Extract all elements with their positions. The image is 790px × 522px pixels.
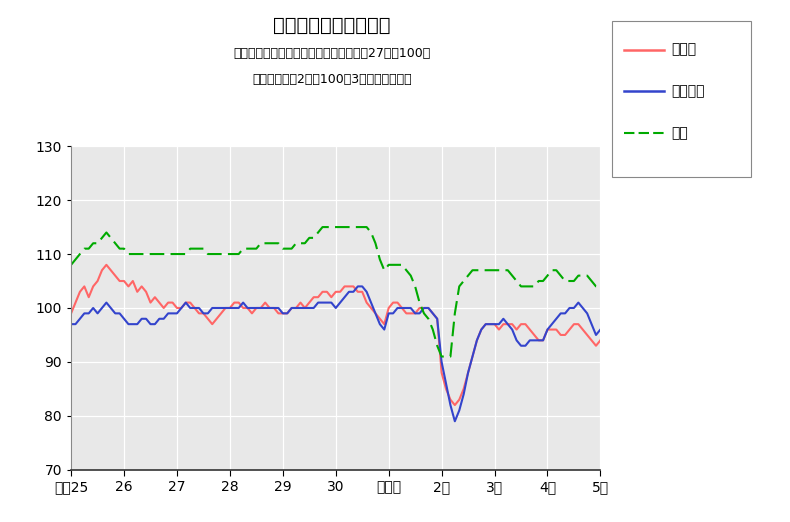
中国地方	[604, 321, 614, 327]
Text: （季節調整済、鳥取県・中国地方：平成27年＝100、: （季節調整済、鳥取県・中国地方：平成27年＝100、	[233, 47, 431, 60]
中国地方	[450, 418, 460, 424]
全国	[318, 224, 327, 230]
鳥取県	[225, 305, 235, 311]
中国地方	[353, 283, 363, 290]
全国	[512, 278, 521, 284]
鳥取県	[450, 402, 460, 408]
Line: 中国地方: 中国地方	[71, 287, 609, 421]
全国	[66, 262, 76, 268]
中国地方	[300, 305, 310, 311]
Text: 鳥取県: 鳥取県	[672, 43, 697, 56]
Text: 中国地方: 中国地方	[672, 85, 705, 98]
中国地方	[512, 337, 521, 343]
全国	[300, 240, 310, 246]
鳥取県	[133, 289, 142, 295]
中国地方	[119, 316, 129, 322]
Line: 全国: 全国	[71, 227, 609, 357]
全国	[119, 245, 129, 252]
全国	[604, 278, 614, 284]
Line: 鳥取県: 鳥取県	[71, 265, 609, 405]
鳥取県	[97, 267, 107, 274]
Text: 鉱工業生産指数の推移: 鉱工業生産指数の推移	[273, 16, 390, 34]
鳥取県	[124, 283, 134, 290]
鳥取県	[66, 310, 76, 316]
中国地方	[66, 321, 76, 327]
鳥取県	[604, 321, 614, 327]
鳥取県	[102, 262, 111, 268]
中国地方	[220, 305, 230, 311]
全国	[128, 251, 137, 257]
鳥取県	[304, 300, 314, 306]
鳥取県	[512, 326, 521, 333]
中国地方	[97, 305, 107, 311]
全国	[437, 353, 446, 360]
中国地方	[128, 321, 137, 327]
Text: 全国：令和2年＝100、3ヶ月移動平均）: 全国：令和2年＝100、3ヶ月移動平均）	[252, 73, 412, 86]
全国	[220, 251, 230, 257]
全国	[97, 235, 107, 241]
Text: 全国: 全国	[672, 126, 688, 140]
